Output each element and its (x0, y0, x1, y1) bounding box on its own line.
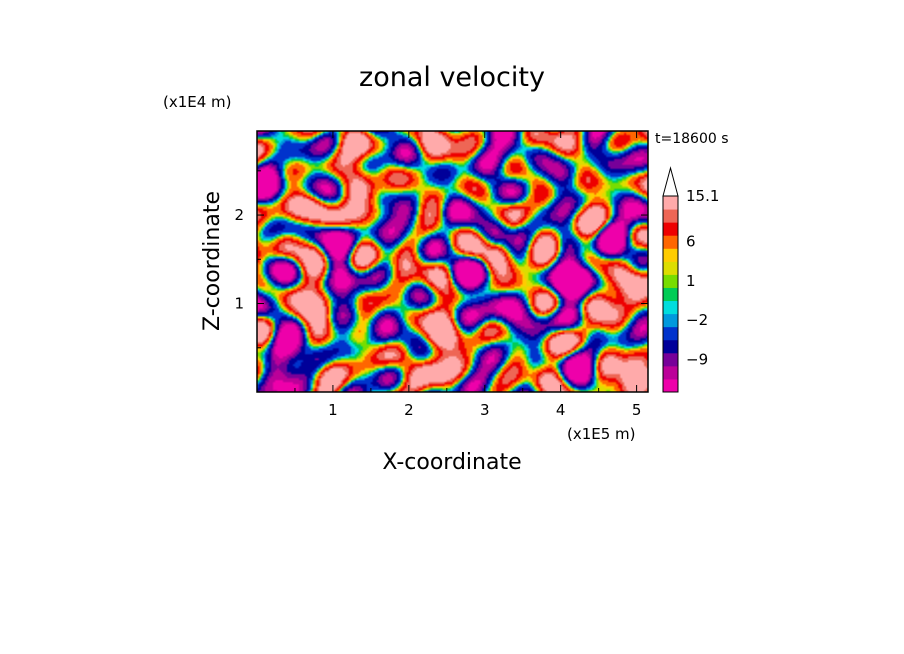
colorbar-swatch (663, 313, 678, 328)
plot-frame (256, 130, 649, 393)
colorbar: 15.1 6 1 −2 −9 (662, 166, 719, 393)
x-tick-label: 3 (480, 401, 490, 419)
colorbar-label: 6 (686, 233, 696, 251)
colorbar-label: −2 (686, 311, 708, 329)
colorbar-swatch (663, 339, 678, 354)
colorbar-swatch (663, 365, 678, 380)
colorbar-swatch (663, 209, 678, 223)
x-axis-label: X-coordinate (382, 450, 521, 475)
colorbar-swatch (663, 378, 678, 393)
colorbar-swatch (663, 300, 678, 315)
x-tick-label: 5 (632, 401, 642, 419)
y-tick-label: 1 (234, 295, 244, 313)
colorbar-swatch (663, 196, 678, 210)
y-tick-label: 2 (234, 206, 244, 224)
x-unit-label: (x1E5 m) (567, 425, 636, 443)
time-label: t=18600 s (655, 131, 729, 147)
colorbar-frame (662, 195, 679, 393)
colorbar-swatch (663, 222, 678, 236)
colorbar-swatch (663, 261, 678, 275)
x-axis: 1 2 3 4 5 (294, 131, 642, 419)
colorbar-label: 15.1 (686, 187, 719, 205)
colorbar-swatch (663, 326, 678, 341)
x-tick-label: 1 (328, 401, 338, 419)
colorbar-swatch (663, 274, 678, 288)
colorbar-extend-arrow (662, 166, 679, 197)
colorbar-swatch (663, 248, 678, 262)
y-axis-label: Z-coordinate (200, 191, 225, 331)
colorbar-swatch (663, 287, 678, 302)
chart-title: zonal velocity (359, 62, 545, 93)
heatmap-raster (257, 131, 648, 392)
colorbar-label: −9 (686, 350, 708, 368)
y-axis: 12 (234, 170, 648, 349)
heatmap-field (257, 131, 648, 392)
x-tick-label: 4 (556, 401, 566, 419)
colorbar-swatch (663, 235, 678, 249)
x-tick-label: 2 (404, 401, 414, 419)
y-unit-label: (x1E4 m) (163, 93, 232, 111)
colorbar-label: 1 (686, 272, 696, 290)
colorbar-swatch (663, 352, 678, 367)
